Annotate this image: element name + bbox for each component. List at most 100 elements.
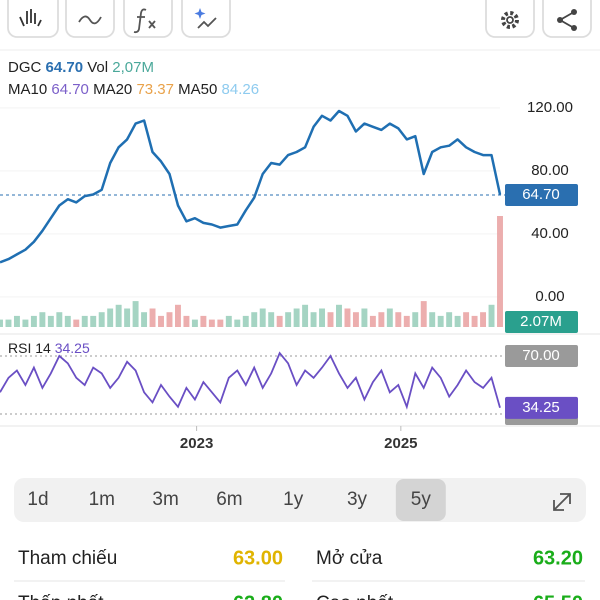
chart: DGC 64.70 Vol 2,07M MA10 64.70 MA20 73.37…	[0, 59, 600, 452]
share-dot	[571, 9, 577, 15]
volume-bar	[39, 312, 46, 327]
volume-bar	[480, 312, 487, 327]
volume-bar	[141, 312, 148, 327]
ma-name: MA10	[8, 81, 47, 98]
share-dot	[571, 25, 577, 31]
tool-ai[interactable]	[181, 0, 231, 38]
volume-bar	[115, 304, 122, 327]
volume-bar	[124, 308, 131, 327]
volume-bar	[242, 315, 249, 327]
volume-bar	[352, 312, 359, 327]
volume-bar	[200, 315, 207, 327]
volume-bar	[336, 304, 342, 327]
rsi-badge	[505, 396, 578, 419]
volume-bar	[166, 312, 173, 327]
volume-bar	[30, 315, 37, 327]
volume-bar	[175, 304, 181, 327]
price-badge-label: 64.70	[522, 186, 560, 203]
tool-hand[interactable]	[7, 0, 59, 38]
stat-label: Cao nhất	[316, 593, 394, 600]
period-options: 1d 1m 3m 6m 1y 3y 5y	[27, 479, 446, 521]
volume-bar	[73, 319, 80, 327]
period-option[interactable]: 1d	[27, 489, 48, 510]
volume-bar	[276, 315, 283, 327]
stat-value: 62.80	[233, 592, 283, 600]
volume-bar	[208, 319, 215, 327]
period-option[interactable]: 6m	[216, 489, 242, 510]
x-tick-label: 2023	[180, 435, 213, 452]
volume-bar	[395, 312, 402, 327]
volume-bar	[412, 312, 419, 327]
stats-table: Tham chiếu 63.00 Mở cửa 63.20 Thấp nhất 62.80…	[14, 547, 585, 600]
volume-bar	[437, 315, 444, 327]
price-header: DGC 64.70 Vol 2,07M	[8, 59, 154, 76]
volume-bar	[497, 216, 503, 327]
x-tick-label: 2025	[384, 435, 417, 452]
volume-bar	[5, 319, 12, 327]
share-button[interactable]	[542, 0, 592, 38]
volume-bar	[13, 315, 20, 327]
volume-bar	[293, 308, 300, 327]
volume-bar	[327, 312, 334, 327]
volume-bar	[361, 308, 368, 327]
curve-icon	[78, 15, 102, 25]
toolbar	[7, 0, 592, 38]
period-option[interactable]: 3m	[152, 489, 178, 510]
ma-value: 84.26	[222, 81, 260, 98]
volume-bar	[225, 315, 232, 327]
symbol: DGC	[8, 59, 42, 76]
tool-function[interactable]	[123, 0, 173, 38]
sparkle-icon	[194, 8, 206, 19]
volume-bar	[158, 315, 164, 327]
volume-bar	[149, 308, 156, 327]
volume-label: Vol	[87, 59, 108, 76]
volume-bar	[369, 315, 376, 327]
volume-badge-label: 2.07M	[520, 313, 562, 330]
volume-bar	[64, 315, 71, 327]
volume-bar	[302, 304, 309, 327]
stat-value: 65.50	[533, 592, 583, 600]
hand-icon	[19, 9, 42, 27]
stat-value: 63.20	[533, 547, 583, 569]
ma-value: 73.37	[136, 81, 174, 98]
period-option[interactable]: 1y	[283, 489, 304, 510]
ai-icon	[197, 17, 217, 29]
rsi-badge-label: 34.25	[522, 399, 560, 416]
rsi-level-label: 70.00	[522, 347, 560, 364]
volume-bar	[183, 315, 190, 327]
stat-value: 63.00	[233, 547, 283, 569]
ma-name: MA20	[93, 81, 132, 98]
volume-bar	[471, 315, 478, 327]
y-tick-label: 120.00	[527, 99, 573, 116]
volume-bar	[98, 312, 105, 327]
rsi-header: RSI 14 34.25	[8, 340, 90, 356]
stat-label: Thấp nhất	[18, 593, 104, 600]
expand-button[interactable]	[553, 493, 571, 511]
volume-bar	[56, 312, 63, 327]
volume-value: 2,07M	[112, 59, 154, 76]
gear-center	[506, 16, 514, 24]
period-selected	[395, 479, 446, 521]
volume-bar	[107, 308, 114, 327]
volume-bar	[47, 315, 54, 327]
period-option[interactable]: 1m	[89, 489, 115, 510]
volume-badge	[505, 311, 578, 333]
volume-bar	[251, 312, 258, 327]
volume-bar	[463, 312, 470, 327]
period-option[interactable]: 3y	[347, 489, 368, 510]
function-icon	[133, 8, 156, 34]
y-tick-label: 40.00	[531, 225, 569, 242]
last-price: 64.70	[46, 59, 84, 76]
volume-bar	[81, 315, 88, 327]
volume-bar	[420, 301, 427, 327]
rsi-name: RSI 14	[8, 340, 51, 356]
volume-bar	[259, 308, 266, 327]
stat-label: Mở cửa	[316, 548, 383, 569]
volume-bar	[454, 315, 461, 327]
period-option[interactable]: 5y	[411, 489, 432, 510]
gear-icon	[501, 11, 519, 29]
ma-value: 64.70	[51, 81, 89, 98]
price-line	[0, 109, 502, 264]
y-tick-label: 80.00	[531, 162, 569, 179]
